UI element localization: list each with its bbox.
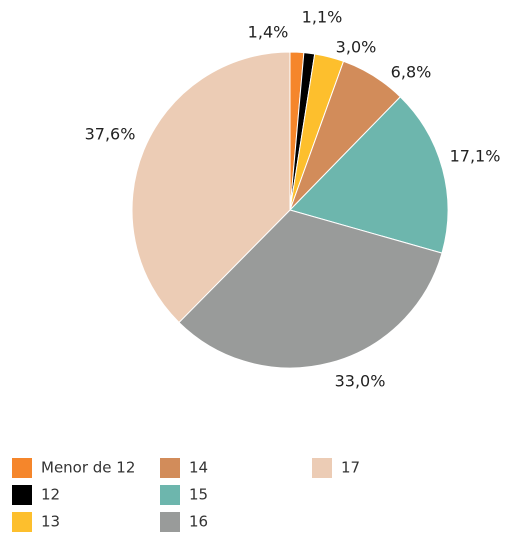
pie-slice (131, 51, 291, 324)
legend-swatch (12, 485, 32, 505)
data-label: 17,1% (450, 147, 501, 166)
legend-label: 15 (189, 486, 208, 504)
data-label: 6,8% (391, 63, 432, 82)
data-label: 33,0% (335, 372, 386, 391)
legend-label: Menor de 12 (41, 459, 135, 477)
legend-label: 16 (189, 513, 208, 531)
data-label: 1,1% (302, 8, 343, 27)
data-label: 1,4% (248, 23, 289, 42)
legend-swatch (160, 458, 180, 478)
legend-label: 17 (341, 459, 360, 477)
pie-slice (178, 209, 443, 369)
legend-swatch (312, 458, 332, 478)
legend-label: 12 (41, 486, 60, 504)
legend-swatch (160, 485, 180, 505)
legend-swatch (12, 458, 32, 478)
data-label: 37,6% (85, 125, 136, 144)
legend-label: 13 (41, 513, 60, 531)
pie-slice (289, 96, 449, 254)
legend-swatch (160, 512, 180, 532)
legend-swatch (12, 512, 32, 532)
legend-label: 14 (189, 459, 208, 477)
data-label: 3,0% (336, 38, 377, 57)
